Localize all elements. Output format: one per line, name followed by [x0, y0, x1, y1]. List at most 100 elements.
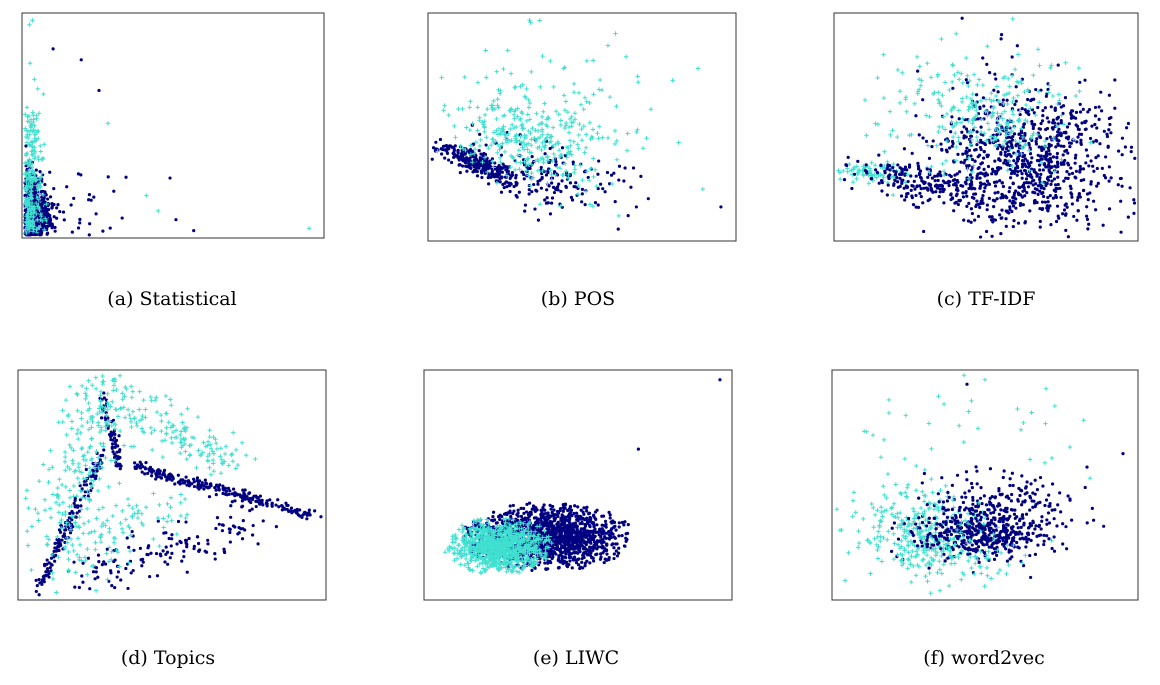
point-marker: [981, 193, 985, 198]
point-marker: [29, 139, 35, 145]
point-marker: [74, 431, 80, 436]
point-marker: [1010, 201, 1014, 205]
point-marker: [151, 491, 156, 496]
point-marker: [472, 147, 478, 152]
point-marker: [916, 205, 921, 209]
point-marker: [975, 138, 980, 144]
point-marker: [505, 48, 510, 53]
point-marker: [583, 564, 587, 568]
point-marker: [1059, 113, 1064, 118]
panel-liwc: (e) LIWC: [416, 365, 736, 685]
scatter-plot-statistical: [21, 12, 325, 239]
point-marker: [1023, 102, 1029, 108]
point-marker: [1128, 186, 1132, 190]
point-marker: [37, 479, 42, 484]
point-marker: [36, 111, 42, 116]
point-marker: [934, 143, 939, 148]
point-marker: [117, 481, 122, 486]
point-marker: [86, 531, 92, 536]
point-marker: [1005, 98, 1009, 102]
point-marker: [1060, 212, 1065, 216]
point-marker: [144, 460, 148, 465]
point-marker: [77, 585, 81, 590]
point-marker: [244, 453, 249, 458]
point-marker: [1036, 105, 1040, 110]
point-marker: [985, 113, 990, 118]
point-marker: [864, 133, 869, 138]
point-marker: [892, 182, 896, 186]
point-marker: [1014, 161, 1018, 165]
point-marker: [973, 159, 977, 163]
point-marker: [1006, 163, 1010, 167]
point-marker: [961, 152, 965, 156]
point-marker: [1026, 185, 1031, 189]
point-marker: [87, 465, 93, 471]
point-marker: [185, 542, 189, 546]
point-marker: [676, 140, 681, 145]
point-marker: [545, 132, 551, 137]
point-marker: [35, 182, 41, 188]
point-marker: [557, 166, 563, 171]
point-marker: [233, 494, 237, 498]
point-marker: [948, 180, 952, 184]
point-marker: [535, 157, 540, 162]
point-marker: [1061, 153, 1065, 157]
point-marker: [192, 480, 196, 484]
point-marker: [1019, 81, 1024, 86]
point-marker: [1004, 120, 1010, 125]
point-marker: [535, 136, 541, 141]
point-marker: [964, 127, 969, 131]
point-marker: [966, 219, 971, 223]
point-marker: [93, 470, 98, 476]
point-marker: [64, 432, 69, 438]
point-marker: [251, 523, 255, 528]
point-marker: [143, 415, 148, 420]
point-marker: [1052, 188, 1057, 193]
point-marker: [231, 487, 236, 491]
point-marker: [607, 94, 613, 100]
point-marker: [1053, 106, 1057, 110]
point-marker: [62, 449, 68, 455]
point-marker: [112, 452, 116, 456]
point-marker: [590, 135, 595, 141]
point-marker: [502, 149, 508, 155]
point-marker: [168, 397, 173, 402]
point-marker: [1093, 105, 1098, 110]
point-marker: [139, 426, 145, 431]
point-marker: [1119, 176, 1123, 181]
point-marker: [528, 20, 533, 25]
point-marker: [230, 500, 234, 504]
point-marker: [260, 498, 264, 502]
point-marker: [104, 551, 109, 556]
point-marker: [934, 190, 938, 194]
point-marker: [105, 391, 110, 396]
point-marker: [539, 120, 545, 126]
point-marker: [995, 117, 1000, 123]
point-marker: [990, 172, 994, 176]
point-marker: [1057, 98, 1062, 103]
point-marker: [868, 168, 873, 173]
point-marker: [180, 420, 185, 425]
point-marker: [1015, 52, 1021, 57]
point-marker: [905, 185, 909, 189]
point-marker: [900, 181, 904, 185]
point-marker: [550, 125, 556, 130]
point-marker: [1013, 138, 1018, 144]
point-marker: [93, 577, 97, 581]
point-marker: [26, 113, 32, 119]
point-marker: [205, 439, 211, 444]
point-marker: [68, 445, 74, 451]
point-marker: [973, 187, 977, 191]
point-marker: [580, 187, 585, 191]
point-marker: [517, 139, 522, 144]
point-marker: [1083, 127, 1087, 132]
point-marker: [268, 498, 272, 502]
point-marker: [875, 171, 880, 175]
point-marker: [993, 191, 997, 195]
point-marker: [950, 134, 956, 140]
point-marker: [966, 119, 971, 124]
point-marker: [478, 137, 483, 143]
point-marker: [545, 181, 550, 186]
point-marker: [597, 77, 603, 83]
point-marker: [25, 543, 31, 548]
